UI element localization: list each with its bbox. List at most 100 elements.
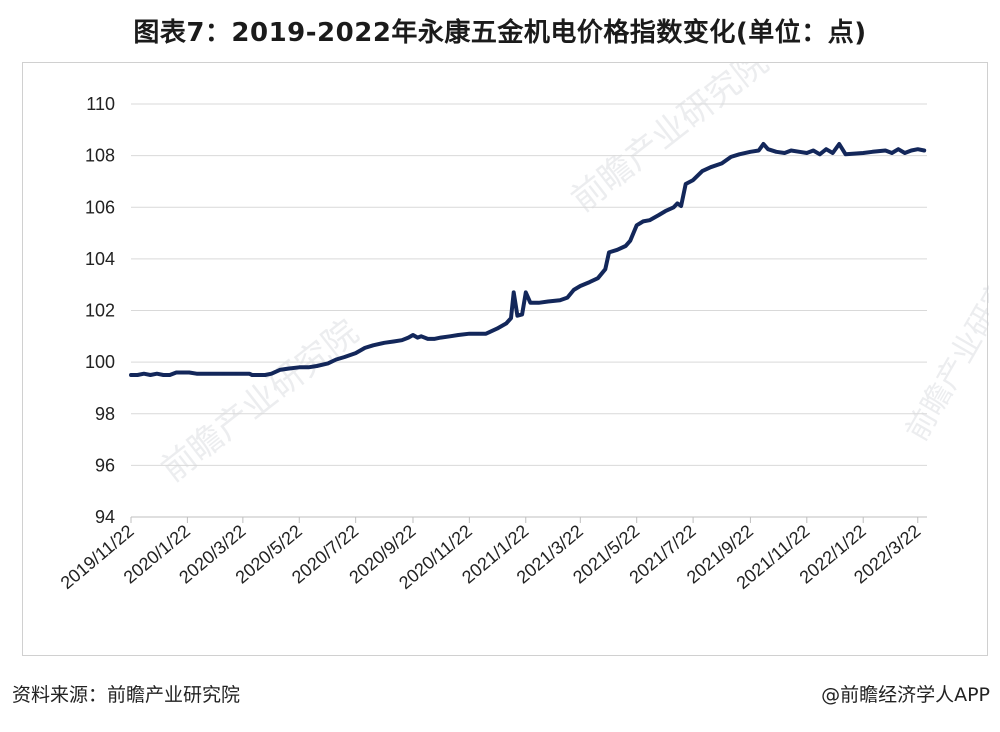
data-point xyxy=(537,301,540,304)
data-point xyxy=(812,149,815,152)
data-point xyxy=(844,153,847,156)
data-point xyxy=(426,337,429,341)
watermark-text: 前瞻产业研究院 xyxy=(564,63,776,220)
source-note: 资料来源：前瞻产业研究院 xyxy=(12,684,241,706)
data-point xyxy=(825,148,828,151)
chart-frame: 前瞻产业研究院 前瞻产业研究院 前瞻产业研究院 94 96 98 100 102 104 106… xyxy=(22,62,989,656)
data-point xyxy=(315,364,318,368)
data-point xyxy=(420,335,423,338)
data-point xyxy=(672,206,675,209)
data-point xyxy=(624,244,627,248)
data-point xyxy=(516,314,519,317)
y-tick-label: 110 xyxy=(86,94,115,114)
data-point xyxy=(416,336,419,339)
data-point xyxy=(278,368,281,372)
watermark-text: 前瞻产业研究院 xyxy=(154,312,366,490)
data-point xyxy=(512,291,515,294)
y-tick-label: 106 xyxy=(85,197,115,217)
data-point xyxy=(635,224,638,227)
data-point xyxy=(343,355,346,359)
data-point xyxy=(871,150,874,153)
data-point xyxy=(588,280,591,284)
data-point xyxy=(520,313,524,316)
data-point xyxy=(775,150,778,153)
x-tick-label: 2019/11/22 xyxy=(57,521,138,593)
data-point xyxy=(910,149,913,152)
data-point xyxy=(162,373,165,377)
data-point xyxy=(720,162,723,165)
watermark-text: 前瞻产业研究院 xyxy=(900,248,989,447)
data-point xyxy=(372,344,375,347)
data-point xyxy=(596,277,600,280)
data-point xyxy=(326,362,330,365)
data-point xyxy=(657,213,661,217)
data-point xyxy=(400,339,404,342)
data-point xyxy=(181,371,184,374)
data-point xyxy=(572,288,575,292)
data-point xyxy=(142,372,146,375)
data-point xyxy=(136,373,139,377)
data-point xyxy=(509,317,513,320)
data-point xyxy=(648,219,651,222)
data-point xyxy=(298,366,301,369)
data-point xyxy=(168,373,171,377)
data-point xyxy=(383,341,386,344)
data-point xyxy=(208,372,211,375)
data-point xyxy=(709,166,712,169)
data-point xyxy=(884,149,887,152)
data-point xyxy=(579,284,582,288)
data-point xyxy=(433,337,436,341)
data-point xyxy=(684,182,687,186)
y-tick-label: 98 xyxy=(95,404,115,424)
credit-note: @前瞻经济学人APP xyxy=(821,684,990,706)
data-point xyxy=(505,322,508,325)
data-point xyxy=(129,373,133,377)
data-point xyxy=(701,169,704,173)
data-point xyxy=(890,151,894,155)
data-point xyxy=(263,373,267,377)
data-point xyxy=(766,148,770,151)
data-point xyxy=(664,209,667,213)
data-point xyxy=(676,202,679,205)
data-point xyxy=(392,340,395,343)
data-point xyxy=(762,142,765,146)
data-point xyxy=(448,335,452,338)
data-point xyxy=(235,372,238,375)
data-point xyxy=(250,373,254,377)
data-point xyxy=(558,299,562,302)
data-point xyxy=(457,333,460,337)
data-point xyxy=(484,332,488,335)
y-tick-label: 102 xyxy=(85,301,115,321)
y-tick-label: 100 xyxy=(85,352,115,372)
data-point xyxy=(411,333,415,337)
data-point xyxy=(923,149,926,152)
data-point xyxy=(738,153,741,156)
gridlines xyxy=(131,103,927,518)
data-point xyxy=(439,336,442,339)
data-point xyxy=(248,372,251,375)
data-point xyxy=(195,372,198,375)
data-point xyxy=(749,150,752,153)
data-point xyxy=(818,153,821,156)
y-tick-label: 104 xyxy=(85,249,115,269)
data-point xyxy=(607,251,611,254)
data-point xyxy=(307,366,310,369)
data-point xyxy=(270,372,273,375)
data-point xyxy=(805,151,808,155)
data-point xyxy=(916,148,919,151)
data-point xyxy=(642,220,645,223)
y-axis-ticks: 94 96 98 100 102 104 106 108 110 xyxy=(85,94,115,527)
data-point xyxy=(566,296,569,299)
data-point xyxy=(789,149,793,152)
data-point xyxy=(838,142,841,146)
data-point xyxy=(604,268,607,271)
data-point xyxy=(222,372,225,375)
series-line xyxy=(129,142,927,377)
data-point xyxy=(546,300,550,303)
data-point xyxy=(149,373,152,377)
data-point xyxy=(783,151,786,155)
data-point xyxy=(468,332,471,335)
data-point xyxy=(616,248,619,251)
